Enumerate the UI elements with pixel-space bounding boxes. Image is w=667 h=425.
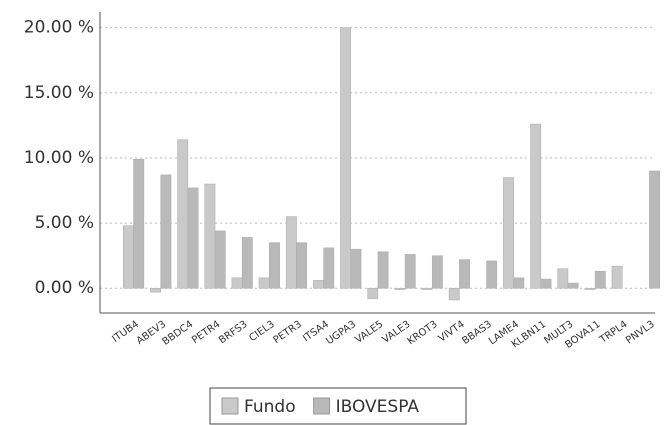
bar — [567, 282, 579, 289]
bar — [177, 139, 189, 289]
bar — [611, 265, 623, 289]
bar — [296, 242, 308, 289]
bar — [448, 287, 460, 301]
bar — [241, 237, 253, 289]
y-tick-label: 20.00 % — [24, 18, 94, 38]
bar — [459, 259, 470, 289]
x-tick-label: BBDC4 — [161, 319, 196, 348]
bar — [258, 277, 270, 289]
bar — [530, 123, 542, 289]
legend-label: Fundo — [244, 397, 296, 417]
x-tick-label: TRPL4 — [597, 319, 630, 346]
bar — [540, 278, 552, 289]
bar — [394, 287, 406, 290]
legend-swatch — [221, 397, 239, 415]
bar — [377, 251, 389, 289]
bar — [340, 27, 352, 289]
y-tick-label: 15.00 % — [24, 83, 94, 103]
bar — [204, 183, 216, 289]
bar — [557, 268, 569, 289]
bar — [187, 187, 199, 289]
bar — [503, 177, 514, 289]
legend-box — [209, 387, 467, 425]
bar — [404, 254, 416, 289]
bar — [421, 287, 433, 290]
bar — [367, 287, 379, 299]
y-tick-label: 0.00 % — [35, 278, 94, 298]
bar — [350, 248, 362, 289]
x-tick-label: PETR4 — [190, 319, 222, 346]
x-tick-label: KROT3 — [406, 319, 440, 347]
bar — [431, 255, 443, 289]
x-tick-label: VALE5 — [353, 319, 385, 346]
bar — [123, 225, 134, 289]
bar — [323, 247, 335, 289]
x-tick-label: PNVL3 — [624, 319, 657, 347]
x-tick-label: BRFS3 — [217, 319, 250, 346]
bar — [584, 287, 596, 290]
bar — [214, 230, 226, 289]
x-tick-label: CIEL3 — [247, 319, 276, 344]
y-tick-label: 5.00 % — [35, 213, 94, 233]
bar — [150, 287, 161, 293]
bar — [649, 170, 660, 289]
bar — [133, 158, 145, 289]
y-tick-label: 10.00 % — [24, 148, 94, 168]
bar — [231, 277, 243, 289]
bar — [285, 216, 297, 289]
x-tick-label: PETR3 — [272, 319, 304, 346]
bar — [269, 242, 280, 289]
bar — [594, 271, 606, 289]
bar — [513, 277, 525, 289]
bar — [160, 174, 172, 289]
bar — [486, 260, 498, 289]
legend-label: IBOVESPA — [336, 397, 420, 417]
bar — [313, 280, 324, 289]
legend-swatch — [313, 397, 331, 415]
x-tick-label: UGPA3 — [324, 319, 358, 347]
